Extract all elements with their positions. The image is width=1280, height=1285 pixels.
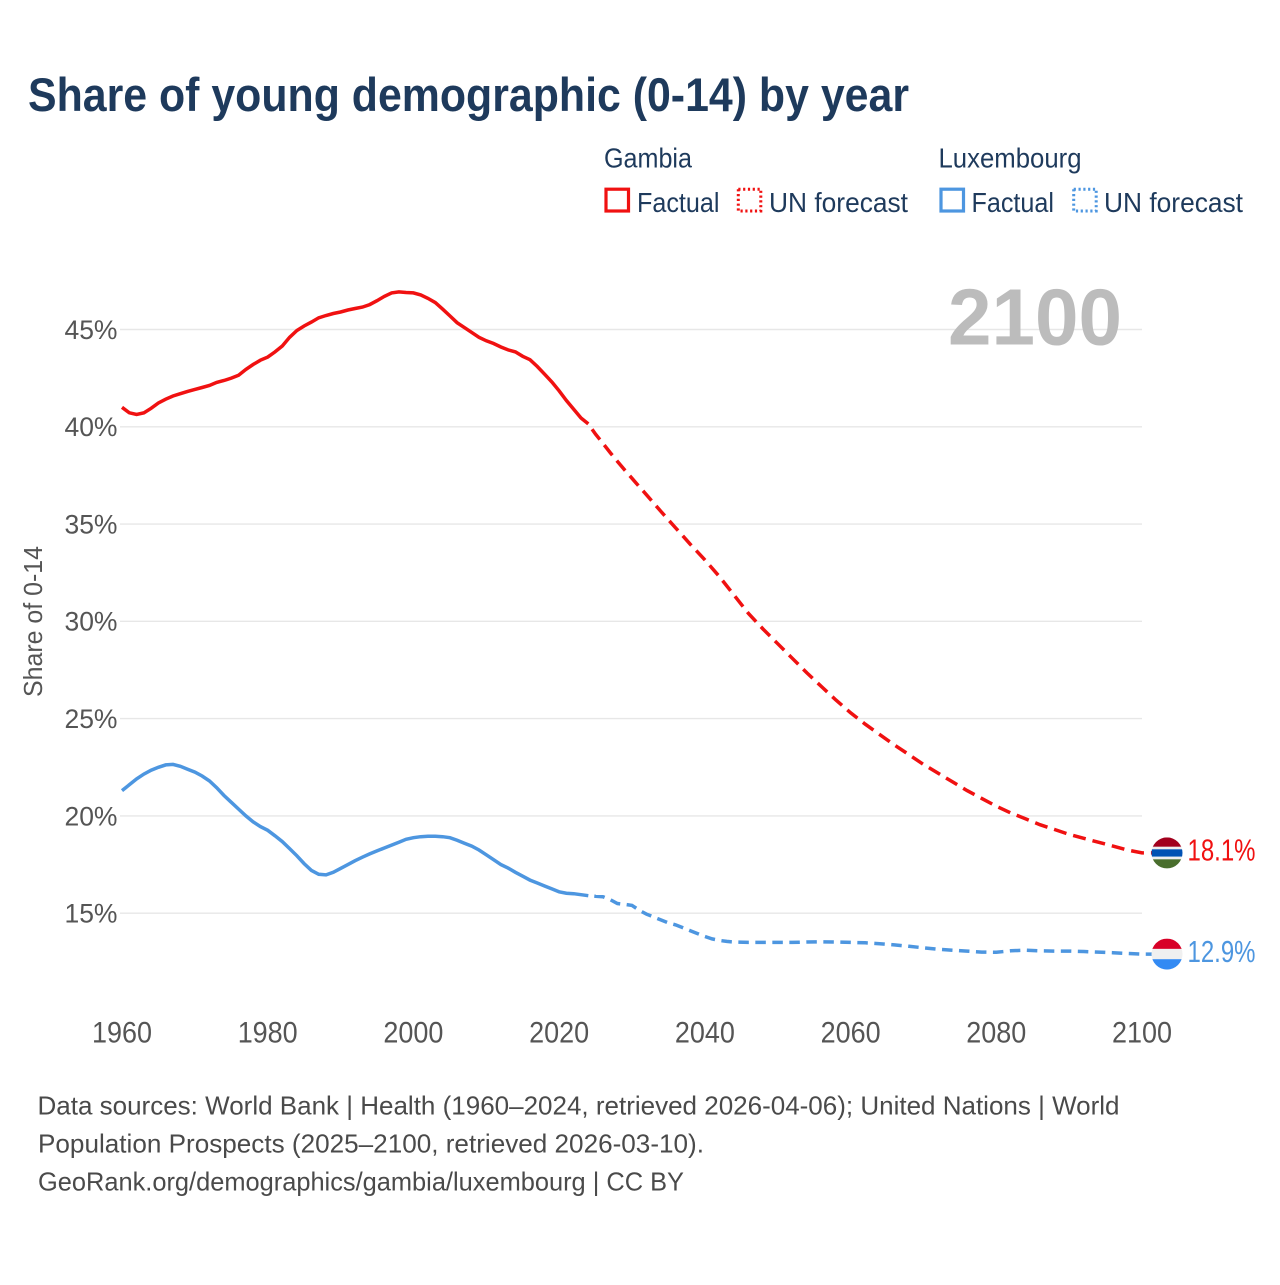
svg-text:2060: 2060 bbox=[821, 1017, 881, 1050]
svg-text:Factual: Factual bbox=[637, 187, 720, 218]
svg-text:1980: 1980 bbox=[238, 1017, 298, 1050]
svg-text:12.9%: 12.9% bbox=[1188, 935, 1256, 969]
svg-text:UN forecast: UN forecast bbox=[769, 187, 908, 218]
svg-text:18.1%: 18.1% bbox=[1188, 834, 1256, 868]
svg-text:20%: 20% bbox=[64, 801, 117, 831]
svg-text:Share of 0-14: Share of 0-14 bbox=[18, 546, 48, 697]
svg-text:40%: 40% bbox=[64, 412, 117, 442]
svg-text:Data sources: World Bank | Hea: Data sources: World Bank | Health (1960–… bbox=[38, 1091, 1120, 1121]
svg-text:30%: 30% bbox=[64, 607, 117, 637]
svg-text:2080: 2080 bbox=[966, 1017, 1026, 1050]
svg-text:GeoRank.org/demographics/gambi: GeoRank.org/demographics/gambia/luxembou… bbox=[38, 1167, 684, 1197]
svg-text:2100: 2100 bbox=[1112, 1017, 1172, 1050]
svg-text:35%: 35% bbox=[64, 510, 117, 540]
svg-text:25%: 25% bbox=[64, 704, 117, 734]
svg-text:Gambia: Gambia bbox=[604, 143, 692, 174]
svg-text:Population Prospects (2025–210: Population Prospects (2025–2100, retriev… bbox=[38, 1128, 704, 1158]
svg-text:2000: 2000 bbox=[383, 1017, 443, 1050]
svg-text:1960: 1960 bbox=[92, 1017, 152, 1050]
svg-text:2040: 2040 bbox=[675, 1017, 735, 1050]
svg-text:Factual: Factual bbox=[972, 187, 1055, 218]
svg-text:2020: 2020 bbox=[529, 1017, 589, 1050]
svg-text:15%: 15% bbox=[64, 899, 117, 929]
svg-text:Share of young demographic (0-: Share of young demographic (0-14) by yea… bbox=[28, 68, 909, 121]
svg-text:Luxembourg: Luxembourg bbox=[939, 143, 1082, 174]
svg-text:2100: 2100 bbox=[948, 273, 1122, 362]
svg-text:UN forecast: UN forecast bbox=[1104, 187, 1243, 218]
svg-text:45%: 45% bbox=[64, 315, 117, 345]
